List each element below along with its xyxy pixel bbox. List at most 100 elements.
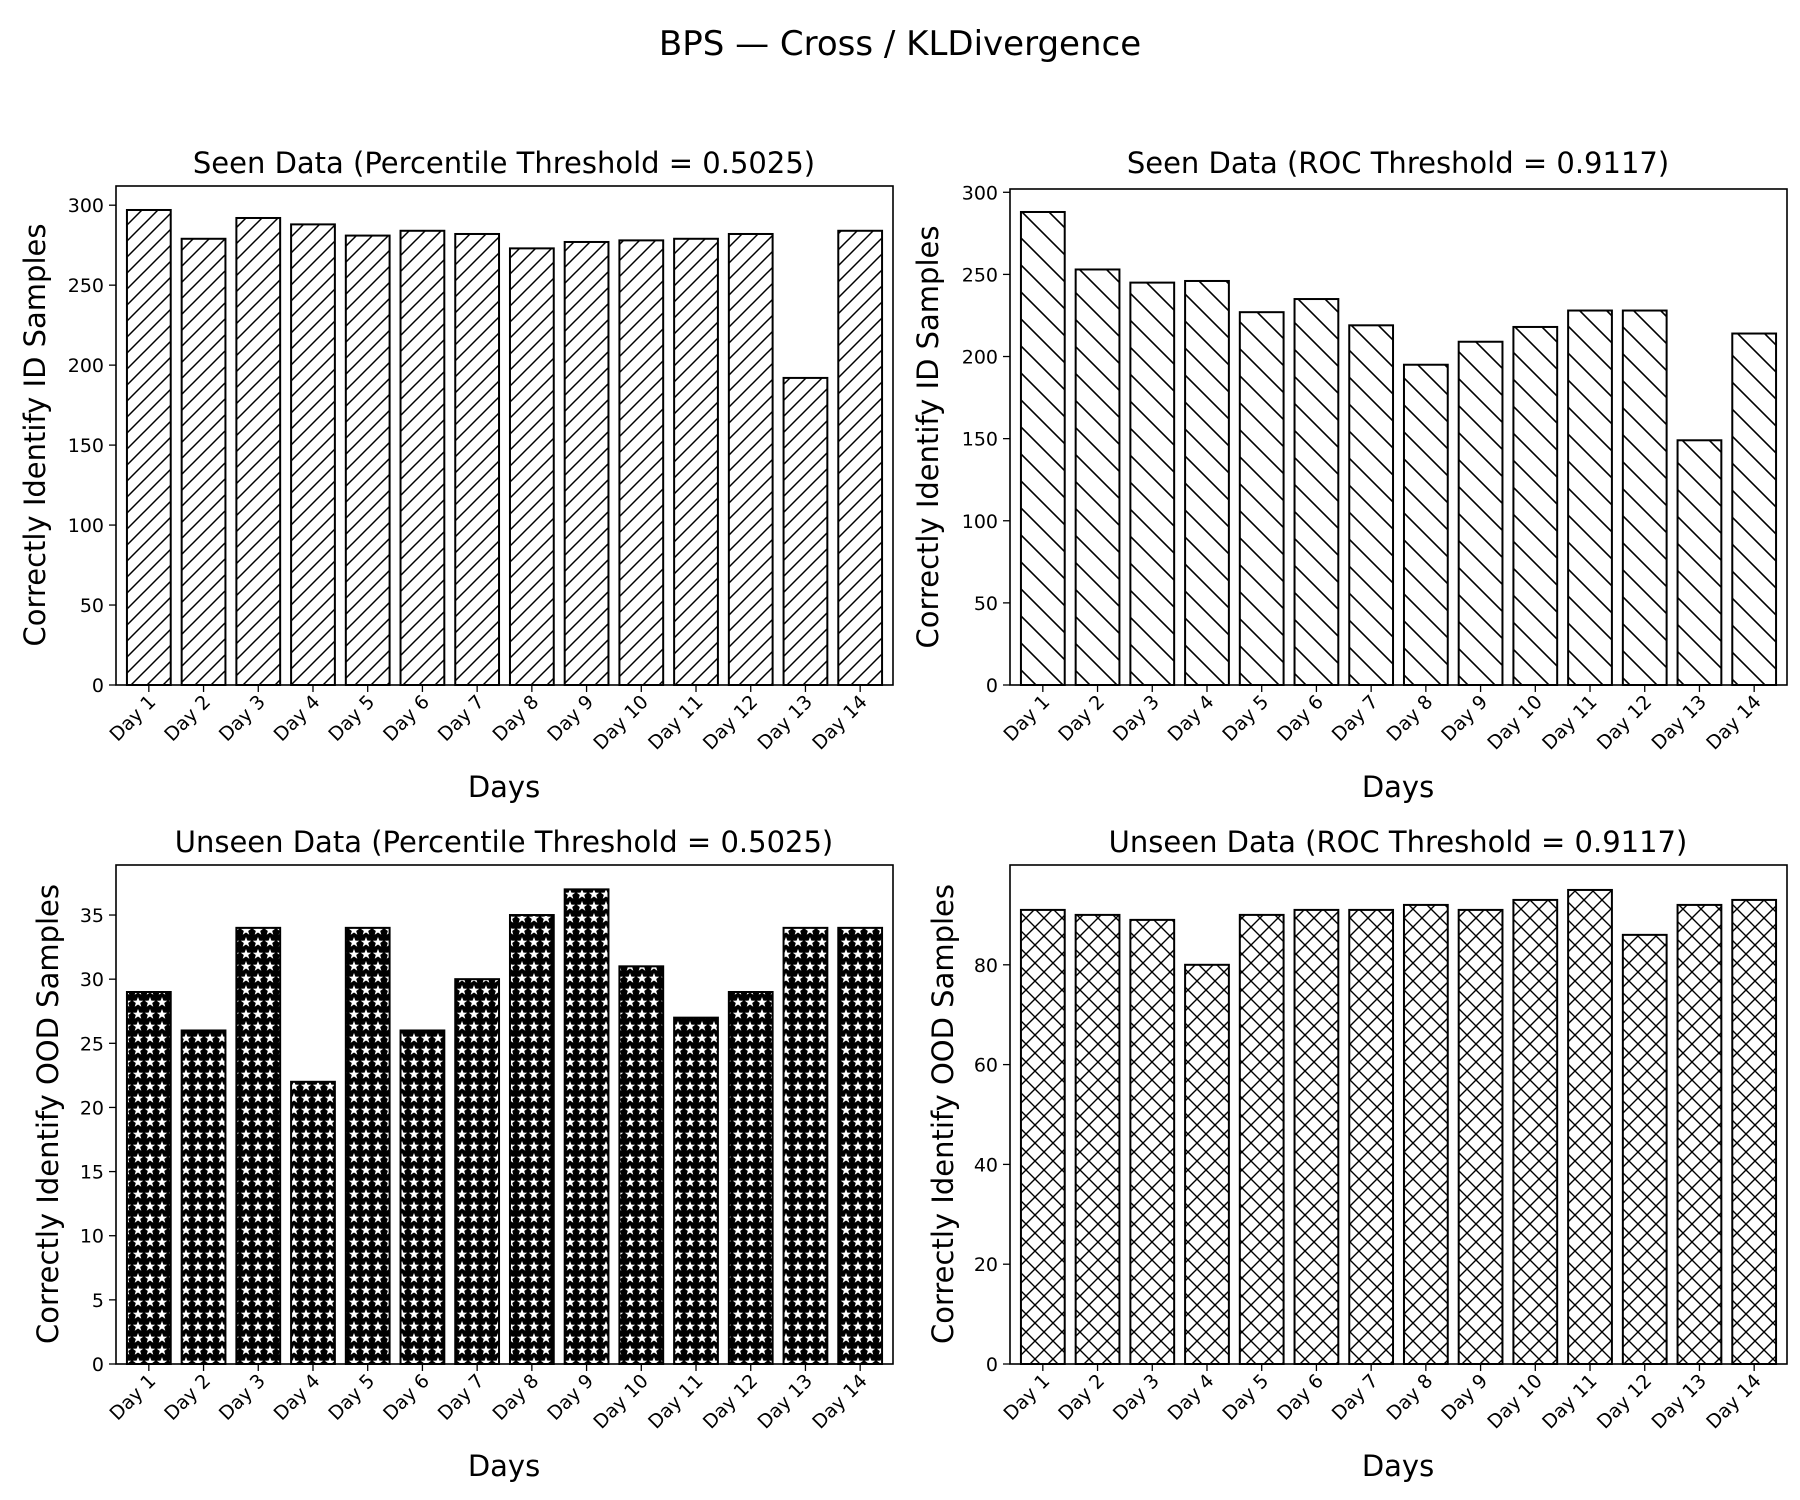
y-axis-label: Correctly Identify OOD Samples bbox=[31, 884, 65, 1344]
x-tick-label: Day 4 bbox=[1164, 1370, 1219, 1425]
bar-group bbox=[1019, 888, 1778, 1366]
y-axis-label: Correctly Identify ID Samples bbox=[911, 226, 945, 649]
panel-seen-percentile: Seen Data (Percentile Threshold = 0.5025… bbox=[18, 146, 894, 804]
y-tick-label: 0 bbox=[986, 1354, 998, 1376]
bar bbox=[344, 926, 391, 1365]
x-tick-label: Day 2 bbox=[160, 1370, 215, 1425]
bar bbox=[290, 1080, 336, 1365]
x-tick-label: Day 7 bbox=[1328, 1370, 1383, 1425]
y-tick-label: 0 bbox=[92, 675, 104, 697]
y-tick-label: 300 bbox=[68, 195, 104, 217]
x-tick-label: Day 14 bbox=[1702, 1370, 1765, 1433]
x-tick-label: Day 6 bbox=[1273, 1370, 1328, 1425]
y-tick-label: 150 bbox=[68, 435, 104, 457]
panel-unseen-percentile: Unseen Data (Percentile Threshold = 0.50… bbox=[31, 825, 894, 1483]
bar bbox=[673, 237, 719, 686]
x-tick-label: Day 4 bbox=[270, 691, 325, 746]
x-tick-label: Day 7 bbox=[1328, 691, 1383, 746]
bar bbox=[1402, 903, 1449, 1365]
bar bbox=[1676, 439, 1723, 686]
x-tick-label: Day 7 bbox=[434, 1370, 489, 1425]
x-tick-label: Day 10 bbox=[589, 1370, 652, 1433]
x-tick-label: Day 3 bbox=[1109, 1370, 1164, 1425]
x-axis-ticks: Day 1 Day 2 Day 3 Day 4 Day 5 Day 6 Day 7 Day 8… bbox=[999, 685, 1766, 754]
x-tick-label: Day 8 bbox=[1382, 691, 1437, 746]
bar bbox=[235, 926, 282, 1365]
x-tick-label: Day 2 bbox=[160, 691, 215, 746]
bar bbox=[782, 926, 829, 1365]
bar bbox=[1457, 340, 1504, 686]
x-tick-label: Day 1 bbox=[105, 691, 160, 746]
bar bbox=[1293, 298, 1340, 686]
y-tick-label: 50 bbox=[80, 595, 104, 617]
bar-group bbox=[125, 208, 884, 687]
x-axis-ticks: Day 1 Day 2 Day 3 Day 4 Day 5 Day 6 Day 7 Day 8… bbox=[105, 1364, 872, 1433]
panel-title: Unseen Data (Percentile Threshold = 0.50… bbox=[175, 825, 834, 859]
y-tick-label: 50 bbox=[974, 593, 998, 615]
y-axis-ticks: 0 5 10 15 20 25 30 35 bbox=[80, 905, 116, 1376]
bar bbox=[1567, 888, 1613, 1365]
y-axis-label: Correctly Identify ID Samples bbox=[18, 224, 52, 647]
bar bbox=[125, 990, 172, 1365]
x-tick-label: Day 6 bbox=[379, 691, 434, 746]
plot-frame bbox=[1009, 188, 1788, 686]
bar bbox=[727, 232, 774, 686]
y-tick-label: 20 bbox=[80, 1097, 104, 1119]
bar bbox=[399, 1029, 446, 1365]
bar bbox=[1621, 933, 1668, 1365]
bar bbox=[1293, 908, 1340, 1365]
bar bbox=[837, 926, 884, 1365]
x-tick-label: Day 6 bbox=[1273, 691, 1328, 746]
x-tick-label: Day 1 bbox=[105, 1370, 160, 1425]
x-axis-label: Days bbox=[468, 1449, 540, 1483]
y-tick-label: 30 bbox=[80, 969, 104, 991]
x-tick-label: Day 8 bbox=[1382, 1370, 1437, 1425]
x-axis-label: Days bbox=[1362, 770, 1434, 804]
bar-group bbox=[125, 888, 884, 1366]
y-axis-label: Correctly Identify OOD Samples bbox=[926, 884, 960, 1344]
x-tick-label: Day 5 bbox=[324, 691, 379, 746]
bar bbox=[399, 229, 446, 687]
y-tick-label: 250 bbox=[962, 264, 998, 286]
y-tick-label: 80 bbox=[974, 955, 998, 977]
x-tick-label: Day 12 bbox=[699, 1370, 762, 1433]
x-tick-label: Day 11 bbox=[1538, 691, 1601, 754]
bar bbox=[290, 223, 336, 686]
bar bbox=[1348, 324, 1395, 686]
x-tick-label: Day 4 bbox=[1164, 691, 1219, 746]
x-axis-ticks: Day 1 Day 2 Day 3 Day 4 Day 5 Day 6 Day 7 Day 8… bbox=[999, 1364, 1766, 1433]
x-tick-label: Day 3 bbox=[215, 1370, 270, 1425]
bar bbox=[1184, 963, 1230, 1365]
bar-group bbox=[1019, 210, 1778, 686]
y-tick-label: 10 bbox=[80, 1226, 104, 1248]
x-tick-label: Day 11 bbox=[644, 1370, 707, 1433]
bar bbox=[235, 216, 282, 686]
x-tick-label: Day 12 bbox=[699, 691, 762, 754]
x-tick-label: Day 3 bbox=[215, 691, 270, 746]
bar bbox=[618, 239, 665, 686]
y-tick-label: 5 bbox=[92, 1290, 104, 1312]
bar bbox=[1238, 311, 1285, 686]
bar bbox=[1348, 908, 1395, 1365]
bar bbox=[1567, 309, 1613, 686]
x-axis-ticks: Day 1 Day 2 Day 3 Day 4 Day 5 Day 6 Day 7 Day 8… bbox=[105, 685, 872, 754]
y-tick-label: 300 bbox=[962, 182, 998, 204]
bar bbox=[180, 237, 227, 686]
y-axis-ticks: 0 50 100 150 200 250 300 bbox=[962, 182, 1010, 697]
y-tick-label: 35 bbox=[80, 905, 104, 927]
bar bbox=[1184, 279, 1230, 686]
x-tick-label: Day 7 bbox=[434, 691, 489, 746]
figure-title: BPS — Cross / KLDivergence bbox=[659, 24, 1141, 64]
y-tick-label: 150 bbox=[962, 429, 998, 451]
y-tick-label: 60 bbox=[974, 1055, 998, 1077]
bar bbox=[1129, 918, 1176, 1365]
x-tick-label: Day 1 bbox=[999, 1370, 1054, 1425]
y-tick-label: 200 bbox=[68, 355, 104, 377]
y-tick-label: 15 bbox=[80, 1162, 104, 1184]
x-tick-label: Day 12 bbox=[1593, 691, 1656, 754]
bar bbox=[563, 240, 610, 686]
y-axis-ticks: 0 50 100 150 200 250 300 bbox=[68, 195, 116, 697]
bar bbox=[508, 247, 555, 686]
bar bbox=[1402, 363, 1449, 686]
